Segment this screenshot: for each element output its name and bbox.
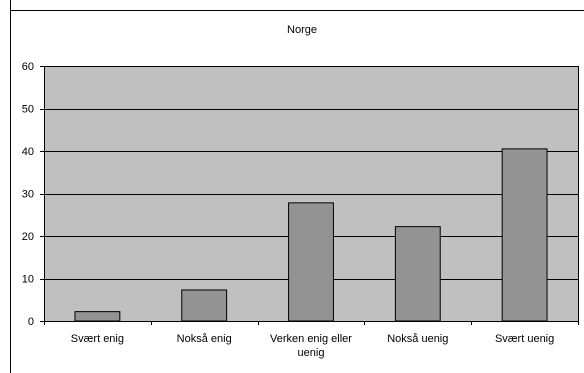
axes: [40, 66, 579, 325]
bar: [394, 226, 441, 322]
x-tick-label: Svært uenig: [495, 333, 554, 345]
x-tick-label: Nokså uenig: [387, 333, 448, 345]
y-tick-label: 0: [28, 316, 34, 328]
y-tick-label: 60: [22, 61, 34, 73]
bars: [74, 148, 548, 322]
x-tick-label: Nokså enig: [177, 333, 232, 345]
bar: [501, 148, 548, 322]
y-tick-label: 30: [22, 189, 34, 201]
x-tick-label: Svært enig: [71, 333, 124, 345]
y-tick-label: 50: [22, 104, 34, 116]
y-tick-label: 20: [22, 231, 34, 243]
chart-title: Norge: [287, 24, 317, 36]
y-tick-label: 40: [22, 146, 34, 158]
y-tick-labels: 0 10 20 30 40 50 60: [22, 61, 34, 328]
x-tick-labels: Svært enig Nokså enig Verken enig eller uen…: [71, 333, 554, 359]
bar: [181, 289, 228, 322]
bar: [74, 311, 121, 322]
x-tick-label: Verken enig eller uenig: [270, 333, 352, 359]
bar: [288, 202, 334, 322]
y-tick-label: 10: [22, 274, 34, 286]
